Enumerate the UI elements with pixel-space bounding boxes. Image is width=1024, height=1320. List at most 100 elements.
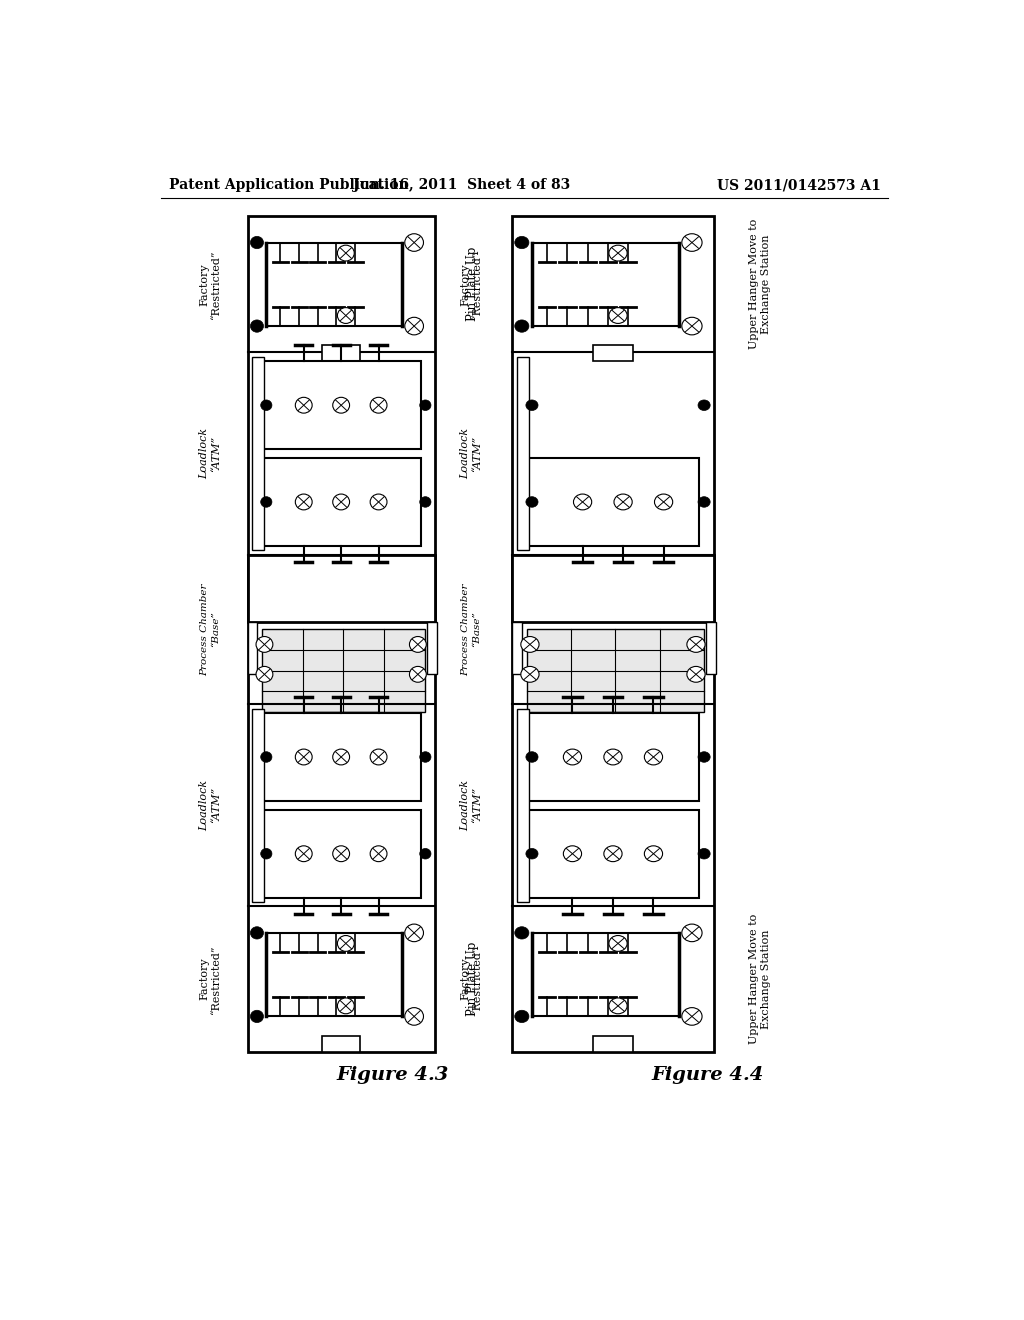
Text: US 2011/0142573 A1: US 2011/0142573 A1 [718,178,882,193]
Text: Factory
“Restricted”: Factory “Restricted” [200,249,221,319]
Circle shape [256,667,272,682]
Circle shape [338,308,354,323]
Text: Process Chamber
“Base”: Process Chamber “Base” [201,583,220,676]
Circle shape [420,751,431,762]
Circle shape [526,496,538,507]
Bar [262,362,421,449]
Bar [512,216,714,1052]
Circle shape [682,1007,702,1026]
Bar [304,711,379,751]
Circle shape [261,400,272,411]
Circle shape [370,494,387,510]
Circle shape [609,936,627,952]
Bar [248,622,257,675]
Bar [262,809,421,898]
Circle shape [295,748,312,764]
Circle shape [338,998,354,1014]
Bar [527,809,699,898]
Bar [323,1036,359,1052]
Text: Loadlock
“ATM”: Loadlock “ATM” [461,428,482,479]
Circle shape [682,317,702,335]
Circle shape [333,846,349,862]
Circle shape [521,636,539,652]
Circle shape [404,1007,424,1026]
Circle shape [609,308,627,323]
Circle shape [370,748,387,764]
Circle shape [251,236,263,248]
Circle shape [563,748,582,764]
Circle shape [521,667,539,682]
Circle shape [251,319,263,333]
Circle shape [261,849,272,859]
Circle shape [261,751,272,762]
Bar [262,713,421,801]
Text: Upper Hanger Move to
Exchange Station: Upper Hanger Move to Exchange Station [749,219,771,350]
Circle shape [515,927,529,939]
Circle shape [573,494,592,510]
Bar [527,458,699,546]
Circle shape [515,236,529,248]
Bar [262,630,425,711]
Circle shape [370,846,387,862]
Circle shape [261,496,272,507]
Circle shape [526,400,538,411]
Bar [707,622,716,675]
Circle shape [404,234,424,251]
Circle shape [295,846,312,862]
Circle shape [526,849,538,859]
Text: Process Chamber
“Base”: Process Chamber “Base” [462,583,481,676]
Circle shape [604,748,622,764]
Circle shape [410,636,426,652]
Bar [323,346,359,362]
Text: Loadlock
“ATM”: Loadlock “ATM” [200,428,221,479]
Text: Pin Plate Up: Pin Plate Up [466,247,478,322]
Circle shape [644,846,663,862]
Circle shape [515,319,529,333]
Circle shape [333,397,349,413]
Circle shape [563,846,582,862]
Circle shape [526,751,538,762]
Bar [517,356,529,550]
Text: Jun. 16, 2011  Sheet 4 of 83: Jun. 16, 2011 Sheet 4 of 83 [353,178,570,193]
Text: Figure 4.3: Figure 4.3 [336,1065,449,1084]
Circle shape [698,496,711,507]
Text: Factory
“Restricted”: Factory “Restricted” [461,944,482,1014]
Text: Loadlock
“ATM”: Loadlock “ATM” [200,780,221,830]
Circle shape [295,397,312,413]
Circle shape [338,246,354,261]
Circle shape [333,748,349,764]
Circle shape [333,494,349,510]
Circle shape [687,667,706,682]
Circle shape [654,494,673,510]
Circle shape [644,748,663,764]
Circle shape [338,936,354,952]
Bar [517,709,529,902]
Circle shape [614,494,632,510]
Circle shape [698,849,711,859]
Circle shape [295,494,312,510]
Text: Factory
“Restricted”: Factory “Restricted” [200,944,221,1014]
Circle shape [420,849,431,859]
Circle shape [687,636,706,652]
Circle shape [256,636,272,652]
Circle shape [251,1010,263,1023]
Bar [248,554,435,622]
Bar [427,622,436,675]
Bar [527,630,705,711]
Circle shape [609,246,627,261]
Text: Patent Application Publication: Patent Application Publication [169,178,409,193]
Bar [527,713,699,801]
Circle shape [404,924,424,941]
Circle shape [420,400,431,411]
Bar [512,622,522,675]
Text: Loadlock
“ATM”: Loadlock “ATM” [461,780,482,830]
Circle shape [682,924,702,941]
Circle shape [420,496,431,507]
Bar [252,356,263,550]
Circle shape [370,397,387,413]
Circle shape [604,846,622,862]
Bar [252,709,263,902]
Circle shape [682,234,702,251]
Circle shape [515,1010,529,1023]
Text: Upper Hanger Move to
Exchange Station: Upper Hanger Move to Exchange Station [749,913,771,1044]
